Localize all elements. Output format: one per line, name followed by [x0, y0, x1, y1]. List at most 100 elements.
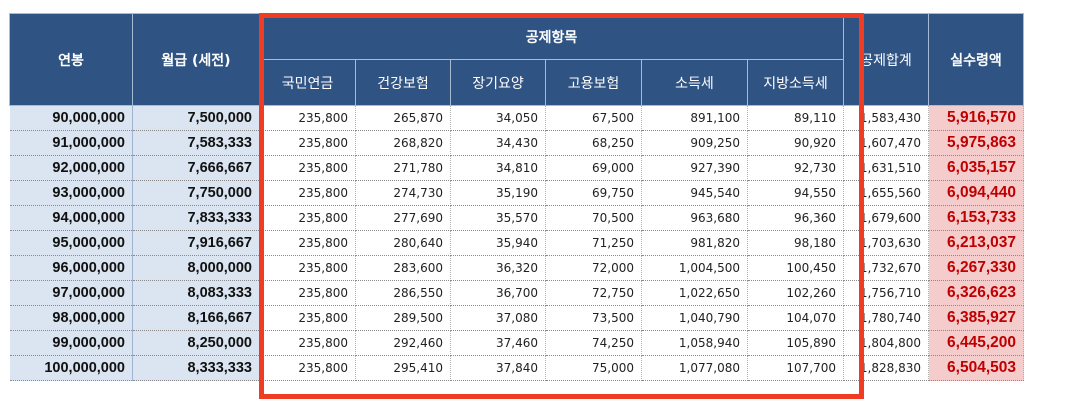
cell-net-pay[interactable]: 6,267,330	[928, 255, 1024, 281]
cell-monthly[interactable]: 8,166,667	[132, 305, 260, 331]
header-longterm[interactable]: 장기요양	[450, 59, 546, 106]
cell-total-deduction[interactable]: 1,679,600	[843, 205, 929, 231]
cell-net-pay[interactable]: 6,385,927	[928, 305, 1024, 331]
header-pension[interactable]: 국민연금	[259, 59, 356, 106]
cell-employment[interactable]: 69,750	[545, 180, 642, 206]
cell-pension[interactable]: 235,800	[259, 255, 356, 281]
cell-longterm[interactable]: 37,080	[450, 305, 546, 331]
cell-annual[interactable]: 95,000,000	[9, 230, 133, 256]
cell-employment[interactable]: 72,750	[545, 280, 642, 306]
cell-total-deduction[interactable]: 1,655,560	[843, 180, 929, 206]
cell-health[interactable]: 268,820	[355, 130, 451, 156]
cell-pension[interactable]: 235,800	[259, 155, 356, 181]
cell-net-pay[interactable]: 6,094,440	[928, 180, 1024, 206]
table-row[interactable]: 93,000,000 7,750,000 235,800 274,730 35,190 6…	[9, 180, 1024, 206]
cell-income-tax[interactable]: 981,820	[641, 230, 748, 256]
table-row[interactable]: 100,000,000 8,333,333 235,800 295,410 37,840…	[9, 355, 1024, 381]
cell-annual[interactable]: 98,000,000	[9, 305, 133, 331]
cell-income-tax[interactable]: 945,540	[641, 180, 748, 206]
cell-longterm[interactable]: 36,320	[450, 255, 546, 281]
cell-annual[interactable]: 94,000,000	[9, 205, 133, 231]
cell-total-deduction[interactable]: 1,703,630	[843, 230, 929, 256]
table-row[interactable]: 96,000,000 8,000,000 235,800 283,600 36,320 7…	[9, 255, 1024, 281]
cell-monthly[interactable]: 8,333,333	[132, 355, 260, 381]
cell-income-tax[interactable]: 1,058,940	[641, 330, 748, 356]
cell-longterm[interactable]: 35,940	[450, 230, 546, 256]
cell-annual[interactable]: 90,000,000	[9, 105, 133, 131]
cell-longterm[interactable]: 37,840	[450, 355, 546, 381]
cell-employment[interactable]: 74,250	[545, 330, 642, 356]
cell-pension[interactable]: 235,800	[259, 230, 356, 256]
cell-local-tax[interactable]: 105,890	[747, 330, 844, 356]
cell-pension[interactable]: 235,800	[259, 180, 356, 206]
cell-total-deduction[interactable]: 1,828,830	[843, 355, 929, 381]
cell-net-pay[interactable]: 6,035,157	[928, 155, 1024, 181]
cell-pension[interactable]: 235,800	[259, 330, 356, 356]
cell-longterm[interactable]: 34,430	[450, 130, 546, 156]
cell-income-tax[interactable]: 891,100	[641, 105, 748, 131]
cell-employment[interactable]: 75,000	[545, 355, 642, 381]
cell-net-pay[interactable]: 6,213,037	[928, 230, 1024, 256]
cell-monthly[interactable]: 7,500,000	[132, 105, 260, 131]
cell-local-tax[interactable]: 94,550	[747, 180, 844, 206]
cell-monthly[interactable]: 8,083,333	[132, 280, 260, 306]
cell-pension[interactable]: 235,800	[259, 130, 356, 156]
cell-net-pay[interactable]: 5,916,570	[928, 105, 1024, 131]
table-row[interactable]: 98,000,000 8,166,667 235,800 289,500 37,080 7…	[9, 305, 1024, 331]
cell-longterm[interactable]: 37,460	[450, 330, 546, 356]
cell-total-deduction[interactable]: 1,583,430	[843, 105, 929, 131]
cell-income-tax[interactable]: 1,077,080	[641, 355, 748, 381]
header-total-deduction[interactable]: 공제합계	[843, 13, 929, 106]
header-annual[interactable]: 연봉	[9, 13, 133, 106]
cell-local-tax[interactable]: 92,730	[747, 155, 844, 181]
cell-local-tax[interactable]: 107,700	[747, 355, 844, 381]
cell-monthly[interactable]: 7,750,000	[132, 180, 260, 206]
cell-employment[interactable]: 70,500	[545, 205, 642, 231]
cell-pension[interactable]: 235,800	[259, 305, 356, 331]
cell-health[interactable]: 265,870	[355, 105, 451, 131]
cell-employment[interactable]: 68,250	[545, 130, 642, 156]
table-row[interactable]: 97,000,000 8,083,333 235,800 286,550 36,700 7…	[9, 280, 1024, 306]
cell-monthly[interactable]: 8,250,000	[132, 330, 260, 356]
cell-pension[interactable]: 235,800	[259, 280, 356, 306]
cell-income-tax[interactable]: 1,004,500	[641, 255, 748, 281]
cell-longterm[interactable]: 36,700	[450, 280, 546, 306]
header-local-tax[interactable]: 지방소득세	[747, 59, 844, 106]
cell-net-pay[interactable]: 6,504,503	[928, 355, 1024, 381]
cell-net-pay[interactable]: 6,326,623	[928, 280, 1024, 306]
table-row[interactable]: 94,000,000 7,833,333 235,800 277,690 35,570 7…	[9, 205, 1024, 231]
cell-annual[interactable]: 91,000,000	[9, 130, 133, 156]
cell-income-tax[interactable]: 1,040,790	[641, 305, 748, 331]
table-row[interactable]: 95,000,000 7,916,667 235,800 280,640 35,940 7…	[9, 230, 1024, 256]
cell-health[interactable]: 274,730	[355, 180, 451, 206]
cell-employment[interactable]: 69,000	[545, 155, 642, 181]
cell-employment[interactable]: 72,000	[545, 255, 642, 281]
cell-annual[interactable]: 93,000,000	[9, 180, 133, 206]
header-deduction-group[interactable]: 공제항목	[259, 13, 844, 60]
cell-annual[interactable]: 92,000,000	[9, 155, 133, 181]
cell-monthly[interactable]: 7,916,667	[132, 230, 260, 256]
cell-employment[interactable]: 71,250	[545, 230, 642, 256]
cell-health[interactable]: 295,410	[355, 355, 451, 381]
header-health[interactable]: 건강보험	[355, 59, 451, 106]
cell-pension[interactable]: 235,800	[259, 205, 356, 231]
cell-health[interactable]: 271,780	[355, 155, 451, 181]
cell-net-pay[interactable]: 6,445,200	[928, 330, 1024, 356]
cell-pension[interactable]: 235,800	[259, 105, 356, 131]
header-monthly[interactable]: 월급 (세전)	[132, 13, 260, 106]
cell-pension[interactable]: 235,800	[259, 355, 356, 381]
cell-local-tax[interactable]: 100,450	[747, 255, 844, 281]
cell-longterm[interactable]: 34,810	[450, 155, 546, 181]
cell-annual[interactable]: 99,000,000	[9, 330, 133, 356]
cell-longterm[interactable]: 35,570	[450, 205, 546, 231]
header-net-pay[interactable]: 실수령액	[928, 13, 1024, 106]
cell-income-tax[interactable]: 963,680	[641, 205, 748, 231]
table-row[interactable]: 90,000,000 7,500,000 235,800 265,870 34,050 6…	[9, 105, 1024, 131]
cell-monthly[interactable]: 8,000,000	[132, 255, 260, 281]
cell-local-tax[interactable]: 102,260	[747, 280, 844, 306]
cell-local-tax[interactable]: 96,360	[747, 205, 844, 231]
table-row[interactable]: 99,000,000 8,250,000 235,800 292,460 37,460 7…	[9, 330, 1024, 356]
cell-health[interactable]: 280,640	[355, 230, 451, 256]
cell-local-tax[interactable]: 98,180	[747, 230, 844, 256]
cell-longterm[interactable]: 35,190	[450, 180, 546, 206]
